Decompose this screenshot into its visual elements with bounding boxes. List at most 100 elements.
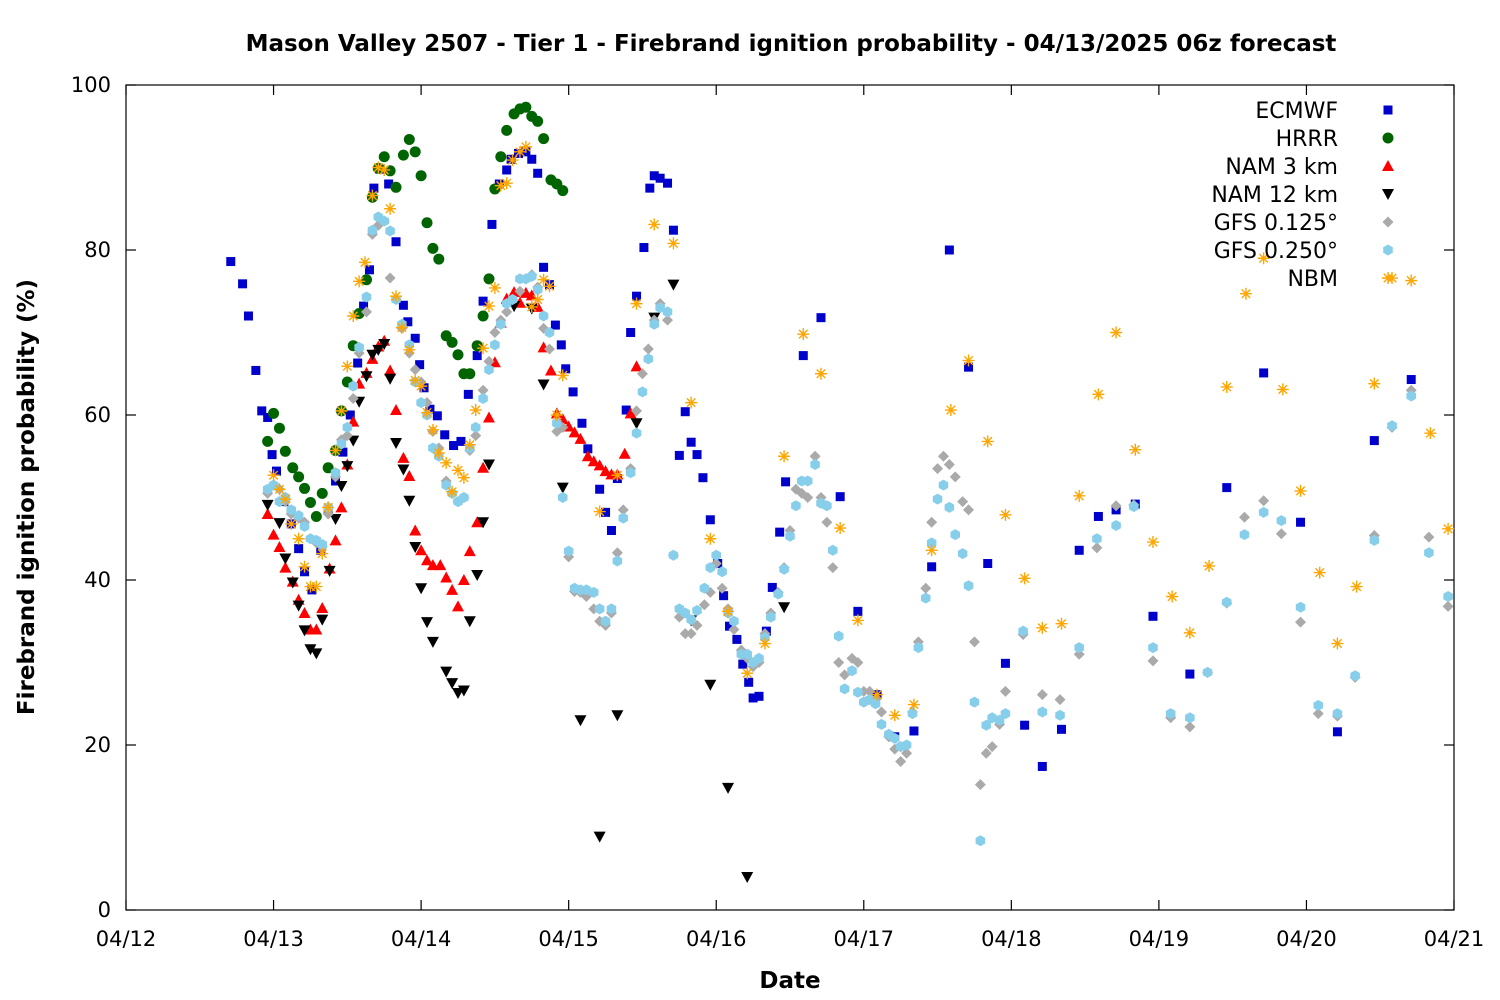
nbm-point (359, 256, 372, 269)
gfs-0-125-point (470, 430, 482, 442)
ecmwf-point (601, 507, 611, 517)
ecmwf-point (639, 243, 649, 253)
gfs-0-250-point (932, 493, 943, 505)
gfs-0-125-point (833, 657, 845, 668)
legend-label: NBM (1287, 267, 1338, 292)
gfs-0-125-point (809, 450, 821, 462)
gfs-0-250-point (416, 397, 426, 409)
gfs-0-125-point (685, 628, 697, 640)
nbm-point (537, 273, 550, 286)
hrrr-point (273, 422, 285, 434)
nbm-point (409, 374, 422, 387)
nbm-point (1036, 621, 1049, 634)
nbm-point (506, 154, 519, 167)
gfs-0-250-point (963, 580, 974, 592)
y-tick-label: 20 (84, 733, 111, 757)
hrrr-point (299, 482, 311, 494)
gfs-0-250-point (1202, 666, 1213, 678)
gfs-0-125-point (617, 504, 629, 516)
gfs-0-250-point (766, 611, 776, 623)
nbm-point (366, 189, 379, 202)
gfs-0-250-point (822, 500, 832, 512)
gfs-0-250-point (1276, 515, 1287, 527)
x-tick-label: 04/19 (1129, 927, 1190, 951)
nam-3-km-point (463, 545, 476, 557)
gfs-0-125-point (1184, 721, 1196, 733)
gfs-0-250-point (944, 501, 955, 513)
hrrr-point (397, 149, 409, 161)
nam-12-km-point (384, 373, 397, 385)
nam-12-km-point (426, 636, 439, 648)
ecmwf-point (398, 300, 408, 310)
nam-12-km-point (310, 648, 323, 660)
nbm-point (432, 446, 445, 459)
x-tick-label: 04/15 (538, 927, 599, 951)
gfs-0-250-point (527, 270, 537, 282)
x-tick-label: 04/20 (1276, 927, 1337, 951)
gfs-0-250-point (649, 318, 660, 330)
legend-item-nbm: NBM (1287, 267, 1394, 292)
hrrr-point (452, 349, 464, 361)
hrrr-point (501, 124, 513, 136)
nbm-point (630, 297, 643, 310)
nbm-point (1331, 637, 1344, 650)
nbm-point (488, 281, 501, 294)
nbm-point (384, 202, 397, 215)
legend-marker-gfs-0-250 (1383, 244, 1393, 256)
nam-3-km-point (298, 607, 311, 618)
hrrr-point (538, 133, 550, 145)
gfs-0-250-point (1037, 706, 1048, 718)
ecmwf-point (725, 621, 735, 631)
nbm-point (500, 177, 513, 190)
plot-frame (125, 84, 1455, 911)
legend-label: NAM 3 km (1225, 155, 1338, 180)
ecmwf-point (738, 659, 748, 669)
gfs-0-250-point (1406, 390, 1416, 402)
nbm-point (378, 163, 391, 176)
nam-3-km-point (403, 470, 416, 482)
gfs-0-250-point (496, 318, 506, 330)
gfs-0-125-point (1423, 531, 1435, 543)
gfs-0-250-point (1369, 534, 1380, 546)
nbm-point (1294, 484, 1307, 497)
nam-3-km-point (329, 534, 342, 546)
nam-3-km-point (434, 559, 447, 571)
ecmwf-point (1406, 375, 1416, 385)
ecmwf-point (359, 301, 369, 311)
nam-3-km-point (415, 544, 428, 556)
nbm-point (452, 464, 464, 477)
ecmwf-point (767, 582, 777, 592)
ecmwf-point (391, 237, 401, 247)
gfs-0-250-point (600, 615, 611, 627)
ecmwf-point (668, 225, 678, 235)
gfs-0-250-point (643, 353, 654, 365)
legend-item-nam-3-km: NAM 3 km (1225, 155, 1394, 180)
ecmwf-point (226, 257, 236, 267)
gfs-0-250-point (692, 605, 702, 617)
nbm-point (1129, 443, 1142, 456)
ecmwf-point (556, 340, 566, 350)
nam-12-km-point (323, 565, 336, 577)
nam-12-km-point (341, 461, 354, 473)
nbm-point (395, 321, 408, 334)
nbm-point (1018, 572, 1031, 585)
nam-12-km-point (722, 782, 735, 794)
nam-12-km-point (298, 625, 311, 637)
nbm-point (1405, 274, 1418, 287)
ecmwf-point (463, 389, 473, 399)
nbm-point (482, 300, 495, 313)
gfs-0-250-point (484, 364, 494, 376)
nbm-point (667, 237, 680, 250)
nbm-point (778, 450, 791, 463)
gfs-0-250-point (470, 421, 481, 433)
nam-3-km-point (397, 451, 410, 463)
hrrr-point (268, 407, 280, 419)
nam-3-km-point (581, 450, 594, 462)
ecmwf-point (238, 279, 248, 289)
hrrr-point (293, 471, 305, 483)
ecmwf-point (583, 444, 593, 454)
nbm-point (446, 485, 459, 498)
ecmwf-point (369, 183, 379, 193)
gfs-0-250-point (987, 712, 997, 724)
x-tick-label: 04/18 (981, 927, 1042, 951)
